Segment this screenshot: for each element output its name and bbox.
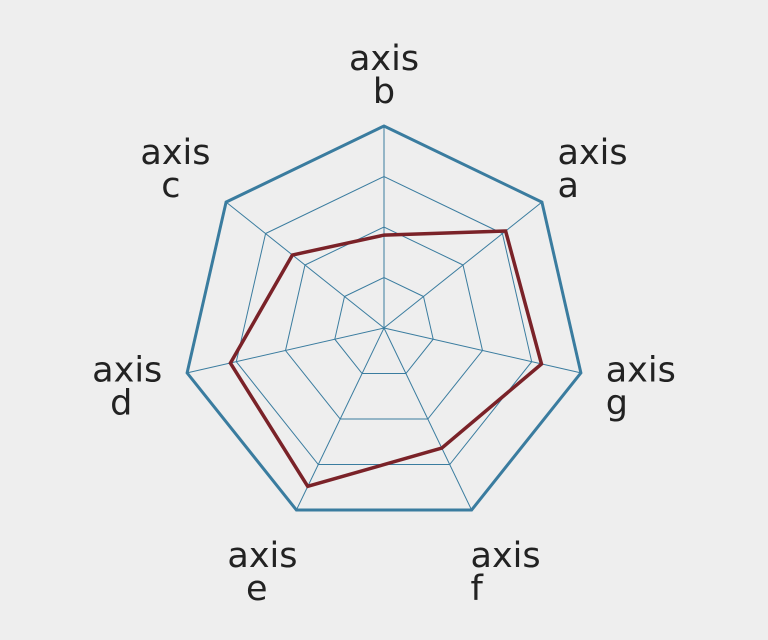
axis-label-line1: axis xyxy=(227,536,297,576)
axis-label-line2: c xyxy=(161,166,180,206)
axis-label-line1: axis xyxy=(471,536,541,576)
series-layer xyxy=(228,229,544,489)
axis-label-line2: g xyxy=(606,384,628,424)
grid-ring xyxy=(284,226,484,420)
axis-label-line1: axis xyxy=(558,133,628,173)
axis-label-line2: b xyxy=(373,72,395,112)
axis-label-line2: a xyxy=(558,166,579,206)
axis-label-line1: axis xyxy=(606,351,676,391)
axis-label-a: axis a xyxy=(558,133,628,206)
axis-label-line2: d xyxy=(110,384,132,424)
series-1-line xyxy=(228,229,544,489)
grid-layer xyxy=(185,124,583,512)
axis-label-line1: axis xyxy=(92,351,162,391)
axis-label-c: axis c xyxy=(140,133,210,206)
outer-frame xyxy=(185,124,583,512)
grid-ring xyxy=(235,175,533,465)
axis-label-f: axis f xyxy=(471,536,541,609)
axis-label-line2: f xyxy=(471,569,484,609)
axis-label-d: axis d xyxy=(92,351,162,424)
axis-label-line1: axis xyxy=(349,39,419,79)
axis-label-line1: axis xyxy=(140,133,210,173)
grid-ring xyxy=(334,276,434,374)
axis-label-line2: e xyxy=(246,569,268,609)
axis-label-g: axis g xyxy=(606,351,676,424)
axis-label-b: axis b xyxy=(349,39,419,112)
axis-label-e: axis e xyxy=(227,536,297,609)
